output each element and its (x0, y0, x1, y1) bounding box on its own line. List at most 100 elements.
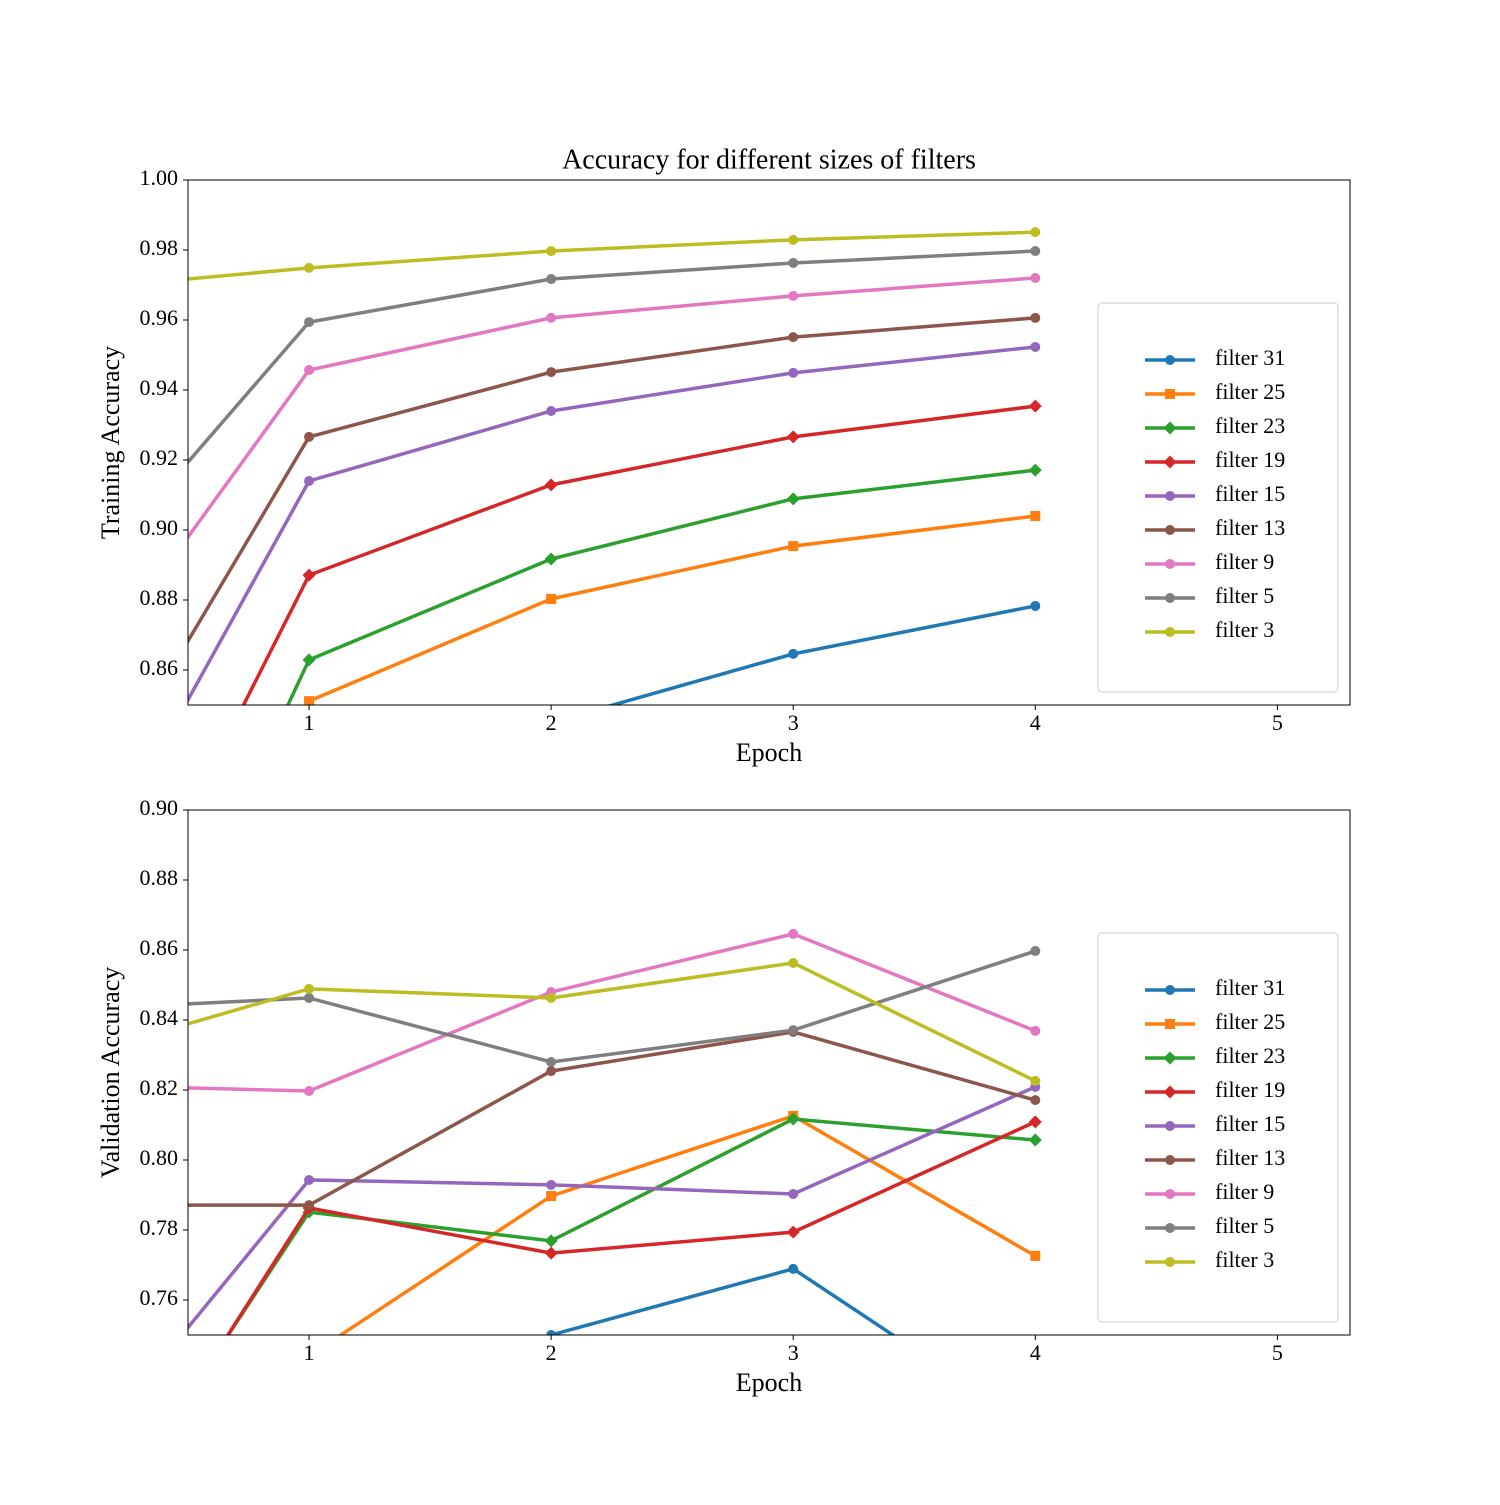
series-line (225, 1120, 1037, 1335)
x-tick-label: 2 (546, 1340, 557, 1365)
marker (546, 246, 557, 257)
marker (1030, 946, 1041, 957)
x-tick-label: 4 (1030, 1340, 1041, 1365)
y-tick-label: 0.98 (140, 235, 179, 260)
marker (1030, 1025, 1041, 1036)
y-axis-label: Training Accuracy (96, 346, 125, 539)
legend-marker (1163, 421, 1177, 435)
legend-label: filter 13 (1215, 1145, 1285, 1170)
marker (786, 1225, 800, 1239)
y-tick-label: 0.86 (140, 935, 179, 960)
marker (788, 1263, 799, 1274)
marker (546, 1191, 557, 1202)
marker (62, 699, 72, 709)
y-tick-label: 1.00 (140, 165, 179, 190)
series-line (226, 1117, 1036, 1335)
x-tick-label: 1 (304, 710, 315, 735)
y-tick-label: 0.86 (140, 655, 179, 680)
marker (1030, 1095, 1041, 1106)
marker (1028, 399, 1042, 413)
series-line (188, 316, 1036, 645)
x-tick-label: 2 (546, 710, 557, 735)
marker (788, 257, 799, 268)
legend-marker (1165, 491, 1175, 501)
y-tick-label: 0.90 (140, 515, 179, 540)
marker (304, 317, 315, 328)
marker (786, 430, 800, 444)
legend-label: filter 23 (1215, 413, 1285, 438)
marker (304, 262, 315, 273)
marker (788, 290, 799, 301)
x-tick-label: 3 (788, 1340, 799, 1365)
legend-label: filter 9 (1215, 549, 1274, 574)
marker (62, 1005, 72, 1015)
legend-marker (1165, 525, 1175, 535)
marker (544, 1234, 558, 1248)
series-line (337, 1113, 1037, 1335)
marker (1030, 1425, 1040, 1435)
legend-marker (1165, 627, 1175, 637)
marker (1030, 1075, 1041, 1086)
marker (1030, 341, 1041, 352)
series-line (546, 1266, 897, 1335)
x-tick-label: 1 (304, 1340, 315, 1365)
subplot: 0.76 0.78 0.80 0.82 0.84 0.86 0.88 0.90 1 2 3 4 5 Epo… (62, 795, 1351, 1435)
marker (304, 875, 314, 885)
legend-marker (1165, 355, 1175, 365)
y-tick-label: 0.88 (140, 865, 179, 890)
x-tick-label: 5 (1272, 1340, 1283, 1365)
legend-label: filter 9 (1215, 1179, 1274, 1204)
marker (304, 992, 315, 1003)
marker (62, 597, 72, 607)
marker (304, 365, 315, 376)
legend-label: filter 15 (1215, 1111, 1285, 1136)
marker (1030, 312, 1041, 323)
marker (1030, 227, 1041, 238)
series-line (188, 949, 1036, 1064)
marker (546, 1066, 557, 1077)
plot-area (60, 227, 1042, 1235)
marker (546, 406, 557, 416)
marker (62, 1200, 72, 1210)
chart-title: Accuracy for different sizes of filters (562, 144, 976, 175)
marker (788, 648, 799, 659)
legend-label: filter 19 (1215, 1077, 1285, 1102)
legend-marker (1165, 1223, 1175, 1233)
marker (304, 983, 315, 994)
plot-area (62, 928, 1042, 1435)
legend-label: filter 15 (1215, 481, 1285, 506)
legend: filter 31 filter 25 filter 23 filter 19 filt… (1097, 932, 1339, 1323)
marker (546, 1330, 557, 1335)
x-tick-label: 5 (1272, 710, 1283, 735)
marker (62, 1225, 72, 1235)
marker (546, 274, 557, 285)
marker (1030, 600, 1041, 611)
legend-box (1097, 302, 1339, 693)
axes-frame (187, 179, 1351, 706)
marker (788, 928, 799, 939)
marker (786, 1112, 800, 1126)
legend-marker (1163, 1085, 1177, 1099)
marker (546, 992, 557, 1003)
marker (788, 234, 799, 245)
marker (788, 367, 799, 378)
marker (62, 840, 72, 850)
series-line (305, 514, 1036, 705)
subplot: 0.86 0.88 0.90 0.92 0.94 0.96 0.98 1.00 1 2 3 4 5 Epo… (60, 144, 1351, 1235)
marker (60, 1049, 73, 1062)
series-line (606, 604, 1036, 705)
y-tick-label: 0.92 (140, 445, 179, 470)
legend-label: filter 25 (1215, 1009, 1285, 1034)
legend-marker (1165, 1155, 1175, 1165)
marker (302, 653, 316, 667)
marker (786, 492, 800, 506)
marker (546, 367, 557, 378)
legend-label: filter 5 (1215, 1213, 1274, 1238)
marker (1030, 1250, 1041, 1261)
x-tick-label: 3 (788, 710, 799, 735)
axes-frame (187, 809, 1351, 1336)
marker (788, 1188, 799, 1199)
legend-marker (1165, 389, 1175, 399)
y-tick-label: 0.80 (140, 1145, 179, 1170)
